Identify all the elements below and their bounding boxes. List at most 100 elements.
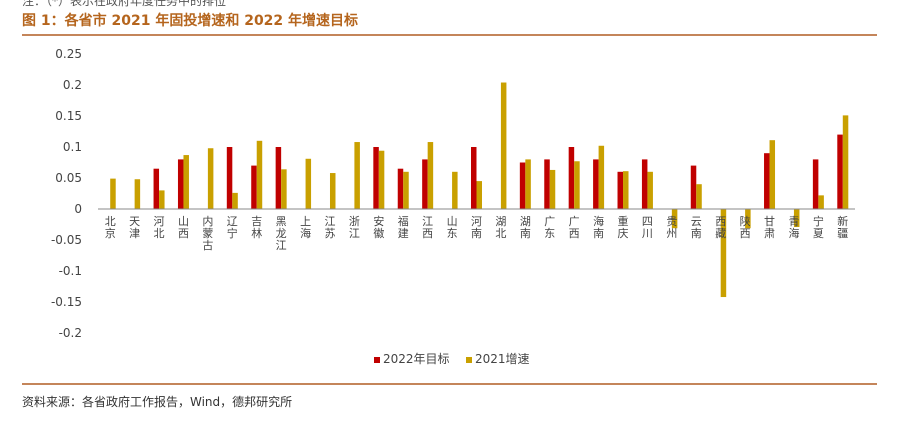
x-category-label: 江苏: [324, 215, 335, 240]
x-category-label: 陕西: [740, 214, 751, 240]
bar-growth-2021: [329, 173, 336, 209]
y-tick-label: 0.1: [63, 140, 82, 154]
y-tick-label: -0.1: [59, 264, 82, 278]
bar-growth-2021: [403, 171, 409, 209]
x-category-label: 内蒙古: [202, 214, 213, 252]
bar-target-2022: [568, 147, 575, 209]
bottom-divider: [22, 383, 877, 385]
bar-target-2022: [641, 159, 648, 209]
x-category-label: 辽宁: [227, 215, 238, 240]
x-category-label: 吉林: [251, 215, 262, 240]
bar-growth-2021: [232, 192, 238, 209]
x-category-label: 江西: [422, 215, 433, 240]
bar-growth-2021: [134, 179, 141, 209]
bar-target-2022: [544, 159, 550, 209]
bar-growth-2021: [745, 209, 751, 229]
bar-growth-2021: [476, 181, 482, 209]
x-category-label: 西藏: [715, 215, 726, 240]
bar-growth-2021: [427, 142, 434, 209]
y-tick-label: -0.15: [51, 295, 82, 309]
y-axis: 0.25 0.2 0.15 0.1 0.05 0 -0.05 -0.1 -0.15 -0.2: [51, 47, 82, 340]
y-tick-label: 0.2: [63, 78, 82, 92]
x-category-label: 贵州: [666, 215, 677, 240]
x-category-label: 青海: [788, 215, 799, 240]
bar-growth-2021: [183, 155, 189, 209]
x-category-label: 海南: [593, 214, 604, 240]
bar-growth-2021: [525, 159, 531, 209]
bar-growth-2021: [500, 82, 507, 209]
bar-target-2022: [764, 153, 770, 209]
x-category-label: 黑龙江: [276, 215, 287, 252]
bar-growth-2021: [281, 169, 287, 209]
x-category-label: 上海: [300, 215, 311, 240]
bar-growth-2021: [452, 171, 458, 209]
bar-growth-2021: [793, 209, 800, 227]
x-category-label: 天津: [129, 215, 140, 240]
bar-growth-2021: [207, 148, 214, 209]
x-category-label: 山东: [447, 215, 458, 240]
top-note: 注：（*）表示在政府年度任务中的排位: [22, 0, 227, 8]
bar-target-2022: [837, 134, 843, 209]
bar-growth-2021: [159, 190, 165, 209]
bar-target-2022: [275, 147, 282, 209]
legend: 2022年目标 2021增速: [374, 352, 530, 366]
bar-target-2022: [519, 162, 526, 209]
bar-growth-2021: [598, 145, 605, 209]
x-category-label: 浙江: [349, 215, 360, 240]
bar-growth-2021: [842, 115, 849, 209]
bar-target-2022: [226, 147, 233, 209]
x-category-label: 河北: [154, 215, 165, 240]
bar-growth-2021: [720, 209, 727, 298]
x-category-label: 福建: [398, 214, 409, 240]
x-category-label: 广西: [569, 215, 580, 240]
bar-target-2022: [153, 168, 160, 209]
bar-growth-2021: [549, 169, 556, 209]
legend-swatch: [374, 357, 380, 363]
y-tick-label: -0.05: [51, 233, 82, 247]
bar-growth-2021: [623, 171, 629, 209]
source-note: 资料来源：各省政府工作报告，Wind，德邦研究所: [22, 395, 293, 409]
x-category-label: 安徽: [373, 214, 384, 240]
bar-growth-2021: [671, 209, 678, 229]
x-category-label: 云南: [691, 215, 702, 240]
x-category-label: 甘肃: [764, 215, 775, 240]
x-category-label: 湖南: [520, 215, 531, 240]
bar-growth-2021: [647, 171, 653, 209]
y-tick-label: 0.15: [55, 109, 82, 123]
bar-growth-2021: [305, 158, 312, 209]
x-category-label: 北京: [105, 215, 116, 240]
bar-growth-2021: [696, 184, 702, 209]
legend-swatch: [466, 357, 472, 363]
y-tick-label: 0: [74, 202, 82, 216]
bar-target-2022: [690, 165, 697, 209]
bar-growth-2021: [818, 195, 824, 209]
x-category-label: 广东: [544, 215, 555, 240]
bar-target-2022: [812, 159, 819, 209]
bar-target-2022: [373, 147, 379, 209]
bar-growth-2021: [574, 161, 580, 209]
bar-series: [110, 82, 849, 298]
legend-label: 2021增速: [475, 352, 530, 366]
bar-growth-2021: [354, 142, 360, 209]
x-category-label: 河南: [471, 215, 482, 240]
x-category-label: 四川: [642, 215, 653, 240]
x-category-label: 重庆: [618, 214, 629, 240]
bar-target-2022: [177, 159, 184, 209]
bar-target-2022: [471, 147, 477, 209]
x-category-label: 新疆: [837, 214, 848, 240]
bar-target-2022: [422, 159, 428, 209]
bar-growth-2021: [378, 150, 385, 209]
figure-title: 图 1：各省市 2021 年固投增速和 2022 年增速目标: [22, 13, 359, 29]
bar-target-2022: [251, 165, 257, 209]
bar-growth-2021: [256, 140, 263, 209]
bar-target-2022: [593, 159, 599, 209]
bar-target-2022: [397, 168, 404, 209]
x-category-label: 宁夏: [813, 214, 824, 240]
y-tick-label: 0.25: [55, 47, 82, 61]
y-tick-label: -0.2: [59, 326, 82, 340]
top-divider: [22, 34, 877, 36]
bar-growth-2021: [110, 178, 116, 209]
bar-target-2022: [617, 171, 624, 209]
